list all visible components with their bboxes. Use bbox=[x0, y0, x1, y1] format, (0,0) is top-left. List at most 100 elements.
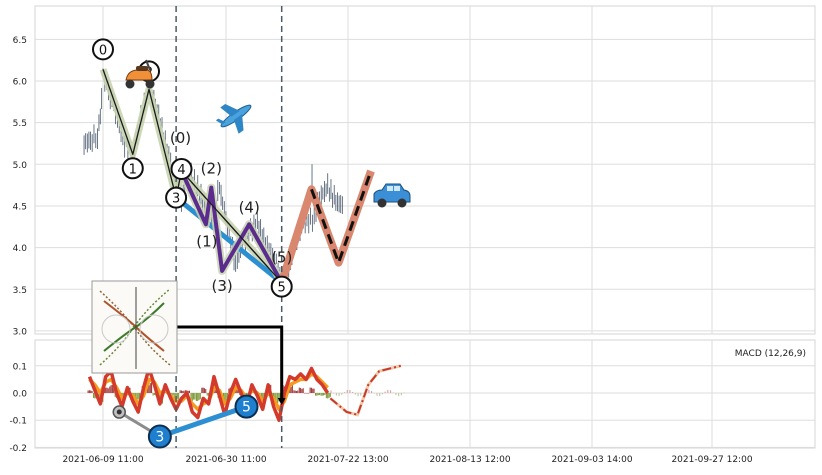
macd-histogram-bar bbox=[317, 393, 319, 396]
macd-histogram-bar bbox=[320, 393, 322, 396]
macd-histogram-bar bbox=[360, 393, 362, 396]
macd-histogram-bar bbox=[294, 390, 296, 393]
macd-histogram-bar bbox=[389, 390, 392, 393]
macd-histogram-bar bbox=[176, 393, 178, 399]
macd-histogram-bar bbox=[136, 393, 138, 400]
macd-histogram-bar bbox=[190, 393, 192, 402]
macd-histogram-bar bbox=[392, 392, 394, 393]
macd-histogram-bar bbox=[295, 391, 298, 393]
macd-histogram-bar bbox=[114, 393, 116, 398]
macd-histogram-bar bbox=[172, 393, 174, 396]
divergence-label: 3 bbox=[155, 430, 164, 446]
macd-histogram-bar bbox=[109, 386, 111, 393]
macd-histogram-bar bbox=[92, 393, 95, 398]
wave-thumbnail-image bbox=[91, 280, 178, 374]
macd-histogram-bar bbox=[197, 393, 199, 402]
macd-histogram-bar bbox=[194, 393, 196, 400]
macd-histogram-bar bbox=[379, 393, 381, 397]
macd-histogram-bar bbox=[384, 391, 386, 393]
macd-histogram-bar bbox=[357, 393, 359, 397]
chart-icons bbox=[91, 59, 411, 374]
macd-histogram-bar bbox=[323, 393, 325, 396]
wave-lines bbox=[99, 68, 375, 285]
corrective-label: (1) bbox=[196, 232, 217, 250]
macd-histogram-bar bbox=[110, 385, 112, 393]
price-ytick-label: 5.0 bbox=[13, 161, 28, 171]
macd-histogram-bar bbox=[275, 393, 277, 402]
macd-histogram-bar bbox=[327, 393, 329, 399]
macd-histogram-bar bbox=[193, 393, 195, 400]
x-tick-label: 2021-09-27 12:00 bbox=[671, 455, 752, 465]
macd-histogram-bar bbox=[371, 390, 373, 393]
macd-histogram-bar bbox=[152, 393, 154, 396]
macd-histogram-bar bbox=[179, 390, 181, 393]
macd-ytick-label: -0.2 bbox=[9, 444, 27, 454]
macd-histogram-bar bbox=[203, 388, 205, 393]
x-tick-label: 2021-07-22 13:00 bbox=[307, 455, 388, 465]
macd-histogram-bar bbox=[159, 393, 161, 402]
macd-histogram-bar bbox=[290, 386, 292, 393]
macd-histogram-bar bbox=[318, 393, 320, 396]
scooter-icon bbox=[125, 59, 155, 89]
macd-histogram-bar bbox=[300, 388, 302, 393]
macd-histogram-bar bbox=[338, 393, 340, 397]
wave-trendline bbox=[174, 195, 284, 285]
y-tick-labels: 3.0 3.5 4.0 4.5 5.0 5.5 6.0 6.5 -0.2 -0.1 0.0 0.1 bbox=[9, 36, 27, 454]
macd-histogram-bar bbox=[313, 388, 315, 393]
corrective-label: (3) bbox=[212, 277, 233, 295]
divergence-marker-3 bbox=[147, 424, 172, 449]
x-tick-label: 2021-08-13 12:00 bbox=[429, 455, 510, 465]
macd-histogram-bar bbox=[87, 390, 89, 393]
macd-lines bbox=[87, 364, 402, 422]
macd-histogram-bar bbox=[321, 393, 323, 396]
macd-histogram-bar bbox=[304, 393, 306, 394]
macd-projection-line bbox=[329, 364, 402, 416]
macd-histogram-bar bbox=[381, 393, 383, 395]
macd-histogram-bar bbox=[329, 393, 331, 397]
macd-histogram-bar bbox=[185, 390, 187, 393]
macd-histogram-bar bbox=[106, 387, 108, 393]
macd-ytick-label: 0.1 bbox=[13, 362, 27, 372]
macd-histogram-bar bbox=[180, 390, 183, 393]
macd-divergence: 35 bbox=[112, 394, 259, 449]
price-ytick-label: 6.5 bbox=[13, 36, 27, 46]
macd-histogram-bar bbox=[191, 393, 193, 401]
macd-histogram-bar bbox=[105, 387, 107, 393]
macd-histogram-bar bbox=[278, 393, 280, 402]
x-tick-label: 2021-09-03 14:00 bbox=[551, 455, 632, 465]
macd-histogram-bar bbox=[354, 393, 356, 395]
car-window bbox=[387, 186, 393, 191]
impulse-label-circle bbox=[270, 275, 293, 298]
macd-histogram-bar bbox=[94, 393, 96, 399]
macd-histogram-bar bbox=[201, 387, 203, 393]
macd-histogram-bar bbox=[178, 393, 180, 401]
macd-histogram-bar bbox=[202, 387, 204, 393]
macd-histogram-bar bbox=[90, 390, 92, 393]
macd-histogram-bar bbox=[171, 393, 173, 396]
macd-histogram-bar bbox=[137, 393, 139, 400]
macd-histogram-bar bbox=[343, 392, 346, 393]
price-ytick-label: 4.5 bbox=[13, 202, 27, 212]
macd-histogram-bar bbox=[298, 387, 300, 393]
macd-histogram-bar bbox=[225, 393, 227, 404]
thumbnail-ring bbox=[101, 314, 131, 344]
price-panel bbox=[34, 5, 816, 335]
connector-line bbox=[176, 325, 284, 402]
thumbnail-curve bbox=[99, 290, 171, 366]
macd-histogram-bar bbox=[316, 393, 318, 396]
price-ytick-label: 6.0 bbox=[13, 78, 28, 88]
macd-histogram-bar bbox=[373, 393, 375, 394]
divergence-blue-line bbox=[159, 404, 248, 439]
macd-histogram-bar bbox=[91, 391, 93, 393]
thumbnail-curve bbox=[99, 288, 171, 366]
impulse-label-circle bbox=[170, 157, 193, 180]
corrective-base-line bbox=[181, 170, 283, 284]
macd-histogram-bar bbox=[309, 387, 311, 393]
macd-histogram-bar bbox=[308, 393, 310, 394]
corrective-label: (0) bbox=[170, 129, 191, 147]
macd-histogram-bar bbox=[310, 387, 312, 393]
airplane-wing bbox=[220, 104, 240, 117]
price-ytick-label: 3.0 bbox=[13, 327, 28, 337]
